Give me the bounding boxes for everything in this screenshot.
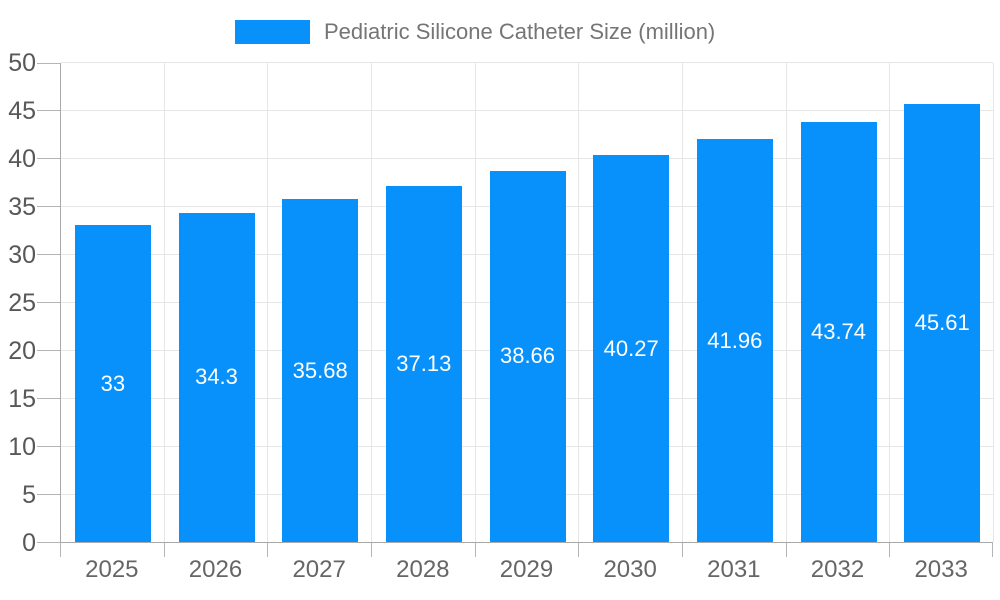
y-tick-label: 40	[8, 145, 36, 173]
x-tick-label: 2028	[396, 556, 450, 583]
y-tick-label: 10	[8, 433, 36, 461]
y-axis-labels: 0 5 10 15 20 25 30 35 40 45 50	[0, 51, 36, 556]
x-tick-label: 2032	[810, 556, 865, 583]
vertical-gridline	[163, 63, 165, 542]
x-tick	[60, 543, 61, 557]
y-tick-label: 45	[8, 97, 36, 125]
bar-value-label: 41.96	[707, 327, 763, 353]
bar[interactable]: 43.74	[800, 122, 877, 542]
x-axis-labels: 2025 2026 2027 2028 2029 2030 2031 2032 2033	[60, 556, 993, 588]
bar[interactable]: 38.66	[489, 170, 566, 542]
bar[interactable]: 41.96	[696, 139, 773, 542]
x-tick	[578, 543, 580, 557]
vertical-gridline	[474, 63, 476, 542]
bar[interactable]: 37.13	[385, 185, 462, 542]
x-tick	[889, 543, 891, 557]
y-tick	[37, 63, 60, 64]
y-tick	[37, 542, 60, 543]
y-tick-label: 35	[8, 193, 36, 221]
y-tick	[37, 158, 60, 159]
y-tick-label: 0	[22, 529, 36, 557]
bar[interactable]: 35.68	[282, 199, 359, 542]
vertical-gridline	[578, 63, 580, 542]
plot-area: 33 34.3 35.68 37.13 38.66 40.27 41.96 43.74 45.6…	[60, 62, 994, 543]
horizontal-gridline	[61, 158, 993, 159]
vertical-gridline	[682, 63, 683, 542]
horizontal-gridline	[61, 110, 993, 111]
x-tick	[992, 543, 993, 557]
bar[interactable]: 33	[74, 225, 151, 542]
x-tick-label: 2029	[499, 556, 554, 583]
bar-value-label: 35.68	[292, 357, 348, 383]
x-tick	[474, 543, 476, 557]
bar-value-label: 43.74	[810, 319, 867, 345]
x-tick	[267, 543, 269, 557]
y-tick	[37, 110, 60, 111]
y-tick-label: 15	[8, 385, 36, 413]
y-tick-label: 25	[8, 289, 36, 317]
y-tick	[37, 254, 60, 255]
bar[interactable]: 34.3	[178, 212, 255, 542]
x-tick	[163, 543, 165, 557]
y-tick-label: 5	[22, 481, 36, 509]
legend[interactable]: Pediatric Silicone Catheter Size (millio…	[235, 19, 715, 45]
x-tick-label: 2031	[707, 556, 761, 583]
y-axis-ticks	[37, 63, 60, 543]
y-tick	[37, 350, 60, 351]
bar[interactable]: 45.61	[904, 104, 981, 542]
bar-value-label: 38.66	[499, 343, 556, 369]
legend-swatch	[235, 20, 310, 44]
bar-value-label: 33	[100, 370, 126, 396]
y-tick	[37, 446, 60, 447]
legend-label: Pediatric Silicone Catheter Size (millio…	[324, 19, 716, 44]
x-tick-label: 2030	[603, 556, 657, 583]
y-tick	[37, 494, 60, 495]
y-tick-label: 30	[8, 241, 36, 269]
bar-value-label: 45.61	[914, 310, 970, 336]
bar[interactable]: 40.27	[593, 155, 670, 542]
vertical-gridline	[267, 63, 269, 542]
y-tick-label: 20	[8, 337, 36, 365]
horizontal-gridline	[61, 62, 993, 63]
y-tick	[37, 398, 60, 399]
vertical-gridline	[785, 63, 787, 542]
vertical-gridline	[889, 63, 891, 542]
x-tick	[785, 543, 787, 557]
x-tick-label: 2026	[188, 556, 243, 583]
x-tick-label: 2027	[292, 556, 346, 583]
x-tick-label: 2033	[914, 556, 968, 583]
bar-value-label: 34.3	[195, 364, 238, 390]
x-tick-label: 2025	[85, 556, 139, 583]
y-tick-label: 50	[8, 49, 36, 77]
vertical-gridline	[993, 63, 994, 542]
y-tick	[37, 206, 60, 207]
bar-value-label: 37.13	[396, 350, 452, 376]
x-tick	[371, 543, 372, 557]
y-tick	[37, 302, 60, 303]
x-tick	[682, 543, 683, 557]
bar-value-label: 40.27	[603, 335, 659, 361]
x-axis-ticks	[60, 543, 993, 557]
vertical-gridline	[371, 63, 372, 542]
